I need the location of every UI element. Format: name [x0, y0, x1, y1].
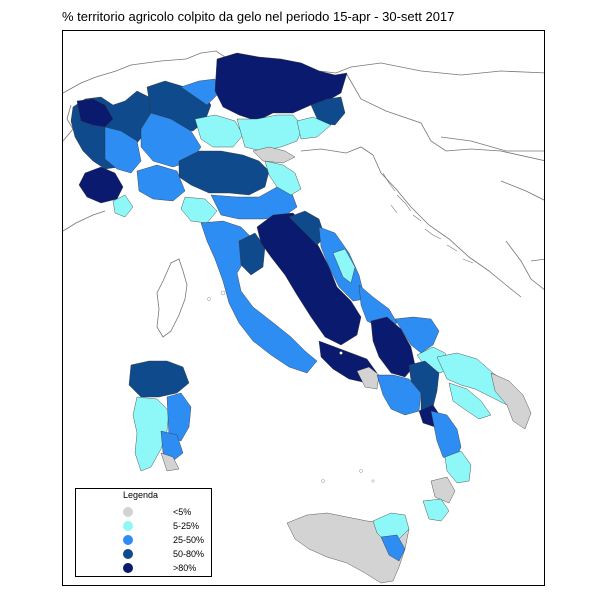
legend-swatch-gt80	[123, 563, 133, 573]
corsica	[156, 258, 188, 338]
northern-italy	[70, 52, 348, 224]
sardinia	[128, 360, 192, 472]
map-canvas	[63, 50, 544, 584]
legend-swatch-25-50	[123, 535, 133, 545]
legend-label-50-80: 50-80%	[173, 549, 205, 559]
legend-label-5-25: 5-25%	[173, 521, 200, 531]
legend-swatch-5-25	[123, 521, 133, 531]
legend-title: Legenda	[123, 490, 159, 500]
adriatic-islands	[382, 172, 474, 264]
small-islands	[207, 290, 375, 483]
legend-swatch-lt5	[123, 507, 133, 517]
southern-italy	[356, 352, 532, 522]
legend-label-lt5: <5%	[173, 507, 192, 517]
legend-swatch-50-80	[123, 549, 133, 559]
legend-label-gt80: >80%	[173, 563, 197, 573]
central-italy	[200, 210, 452, 384]
map-title: % territorio agricolo colpito da gelo ne…	[62, 9, 455, 24]
legend: Legenda <5% 5-25% 25-50% 50-80% >80%	[75, 488, 212, 577]
legend-label-25-50: 25-50%	[173, 535, 205, 545]
sicily	[286, 512, 410, 584]
